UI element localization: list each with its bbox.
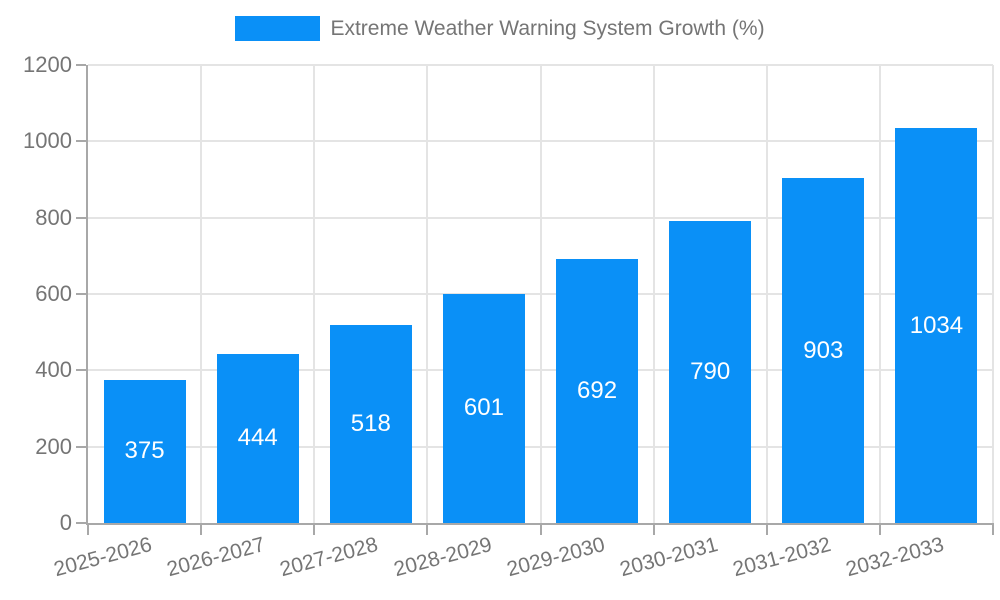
x-axis-tick xyxy=(87,523,89,535)
y-axis-label: 200 xyxy=(35,433,72,459)
bar[interactable]: 375 xyxy=(103,379,186,523)
y-axis-label: 1000 xyxy=(23,128,72,154)
bar[interactable]: 903 xyxy=(782,178,865,523)
y-axis-tick xyxy=(76,369,86,372)
x-axis-tick xyxy=(765,523,768,535)
bar-value-label: 375 xyxy=(124,437,165,465)
gridline-vertical xyxy=(765,65,768,523)
y-axis-label: 0 xyxy=(59,510,72,535)
x-axis-label: 2028-2029 xyxy=(390,533,494,582)
y-axis-tick xyxy=(76,140,86,143)
gridline-vertical xyxy=(313,65,316,523)
bar[interactable]: 692 xyxy=(556,258,639,523)
bar-value-label: 1034 xyxy=(909,311,964,339)
gridline-vertical xyxy=(200,65,203,523)
gridline-vertical xyxy=(539,65,542,523)
x-axis-label: 2029-2030 xyxy=(504,533,608,582)
legend-swatch-icon xyxy=(235,16,321,41)
y-axis-tick xyxy=(76,445,86,448)
bar[interactable]: 1034 xyxy=(895,128,978,523)
x-axis-tick xyxy=(992,523,994,535)
x-axis-tick xyxy=(539,523,542,535)
bar[interactable]: 518 xyxy=(329,325,412,523)
bar-value-label: 903 xyxy=(803,336,844,364)
bar-value-label: 790 xyxy=(690,358,731,386)
y-axis-tick xyxy=(76,293,86,295)
gridline-vertical xyxy=(878,65,881,523)
y-axis-tick xyxy=(76,64,86,66)
gridline-vertical xyxy=(426,65,429,523)
gridline-vertical xyxy=(652,65,655,523)
x-axis-tick xyxy=(200,523,203,535)
legend-label: Extreme Weather Warning System Growth (%… xyxy=(330,16,765,40)
legend: Extreme Weather Warning System Growth (%… xyxy=(0,16,1000,41)
bar[interactable]: 444 xyxy=(216,353,299,523)
x-axis-tick xyxy=(878,523,881,535)
y-axis-label: 1200 xyxy=(23,52,72,77)
y-axis-tick xyxy=(76,522,86,524)
bar-value-label: 444 xyxy=(237,424,278,452)
plot-area: 0 200 400 600 800 1000 1200 375 444 518 601 692 790 9… xyxy=(23,52,994,581)
x-axis-tick xyxy=(652,523,655,535)
bar-value-label: 518 xyxy=(350,410,391,438)
legend-item[interactable]: Extreme Weather Warning System Growth (%… xyxy=(235,16,765,41)
bar[interactable]: 790 xyxy=(669,221,752,523)
x-axis-label: 2027-2028 xyxy=(277,533,381,582)
y-axis-label: 800 xyxy=(35,204,72,230)
bar[interactable]: 601 xyxy=(442,293,525,523)
x-axis-label: 2025-2026 xyxy=(51,533,155,582)
y-axis-line xyxy=(86,65,88,525)
x-axis-label: 2032-2033 xyxy=(843,533,947,582)
y-axis-label: 600 xyxy=(35,281,72,306)
x-axis-label: 2026-2027 xyxy=(164,533,268,582)
y-axis-tick xyxy=(76,216,86,219)
x-axis-tick xyxy=(426,523,429,535)
x-axis-label: 2030-2031 xyxy=(617,533,721,582)
y-axis-label: 400 xyxy=(35,357,72,383)
x-axis-label: 2031-2032 xyxy=(730,533,834,582)
bar-value-label: 692 xyxy=(577,376,618,404)
gridline-vertical xyxy=(992,65,994,523)
x-axis-tick xyxy=(313,523,316,535)
bar-value-label: 601 xyxy=(463,394,504,422)
